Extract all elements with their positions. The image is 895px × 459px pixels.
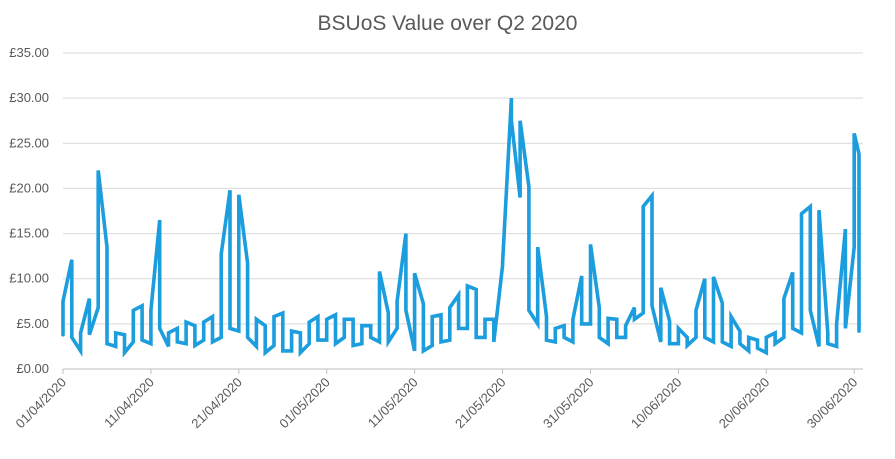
- y-tick-label: £30.00: [9, 90, 49, 105]
- y-tick-label: £10.00: [9, 271, 49, 286]
- y-tick-label: £25.00: [9, 135, 49, 150]
- y-tick-label: £20.00: [9, 180, 49, 195]
- y-tick-label: £0.00: [16, 361, 49, 376]
- y-axis-tick-labels: £0.00 £5.00 £10.00 £15.00 £20.00 £25.00 £30.00…: [9, 45, 49, 376]
- series-line: [61, 98, 861, 358]
- chart-title: BSUoS Value over Q2 2020: [318, 12, 578, 35]
- gridlines: [62, 52, 863, 374]
- y-tick-label: £5.00: [16, 316, 49, 331]
- y-tick-label: £35.00: [9, 45, 49, 60]
- series-bsuos-value: [61, 98, 861, 358]
- y-tick-label: £15.00: [9, 226, 49, 241]
